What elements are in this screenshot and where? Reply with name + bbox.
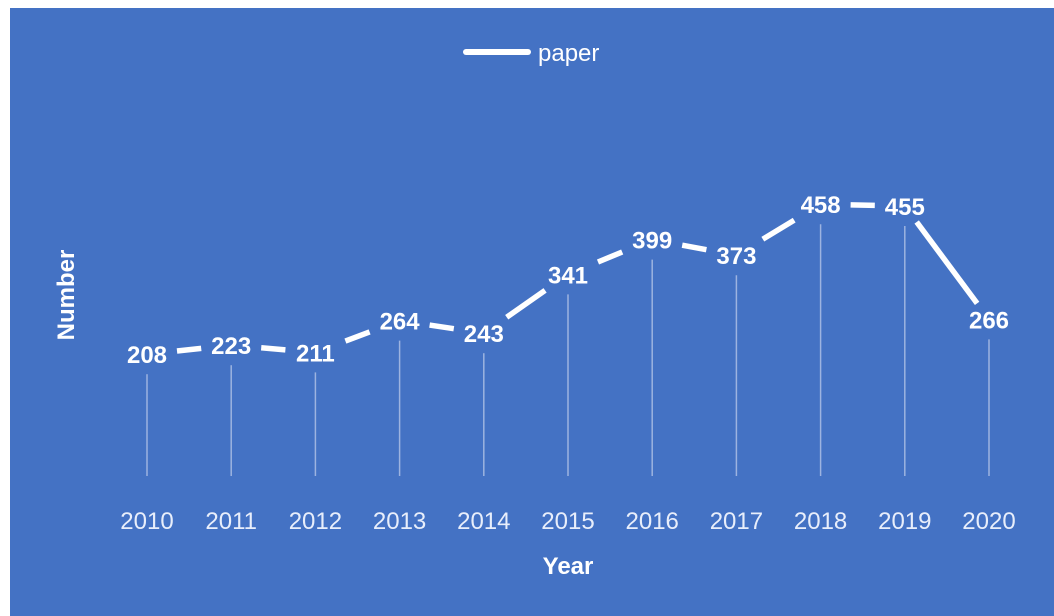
line-segment-2019-2020 <box>914 220 980 306</box>
x-tick-label-2010: 2010 <box>120 508 173 535</box>
chart-background <box>10 8 1054 616</box>
legend: paper <box>463 40 599 67</box>
x-axis-title: Year <box>543 553 594 580</box>
x-tick-label-2018: 2018 <box>794 508 847 535</box>
line-segment-2010-2011 <box>176 345 202 354</box>
data-labels: 208 223 211 264 243 341 399 373 458 455 266 <box>127 192 1009 369</box>
data-label-2015: 341 <box>548 262 588 289</box>
data-label-2011: 223 <box>211 333 251 360</box>
x-tick-label-2014: 2014 <box>457 508 510 535</box>
line-segment-2018-2019 <box>850 202 875 209</box>
data-label-2017: 373 <box>716 243 756 270</box>
data-label-2018: 458 <box>801 192 841 219</box>
x-tick-label-2020: 2020 <box>962 508 1015 535</box>
data-label-2019: 455 <box>885 194 925 221</box>
line-segment-2015-2016 <box>596 249 624 265</box>
line-segment-2013-2014 <box>429 322 455 332</box>
data-label-2012: 211 <box>296 340 335 367</box>
x-tick-label-2013: 2013 <box>373 508 426 535</box>
data-label-2016: 399 <box>632 228 672 255</box>
x-tick-label-2011: 2011 <box>205 508 257 535</box>
x-axis-tick-labels: 2010 2011 2012 2013 2014 2015 2016 2017 2018 2019… <box>120 508 1015 535</box>
line-segment-2017-2018 <box>761 217 796 242</box>
data-label-2010: 208 <box>127 342 167 369</box>
x-tick-label-2019: 2019 <box>878 508 931 535</box>
line-segment-2012-2013 <box>344 329 371 344</box>
x-tick-label-2012: 2012 <box>289 508 342 535</box>
x-tick-label-2015: 2015 <box>541 508 594 535</box>
data-label-2020: 266 <box>969 307 1009 334</box>
series-line-paper <box>176 202 980 354</box>
data-label-2014: 243 <box>464 321 504 348</box>
line-segment-2016-2017 <box>681 242 707 253</box>
x-tick-label-2016: 2016 <box>626 508 679 535</box>
drop-lines <box>146 224 990 476</box>
x-tick-label-2017: 2017 <box>710 508 763 535</box>
y-axis-title: Number <box>53 250 80 341</box>
data-label-2013: 264 <box>380 309 421 336</box>
line-segment-2014-2015 <box>505 288 547 320</box>
legend-label-paper: paper <box>538 40 599 67</box>
line-segment-2011-2012 <box>260 345 286 353</box>
